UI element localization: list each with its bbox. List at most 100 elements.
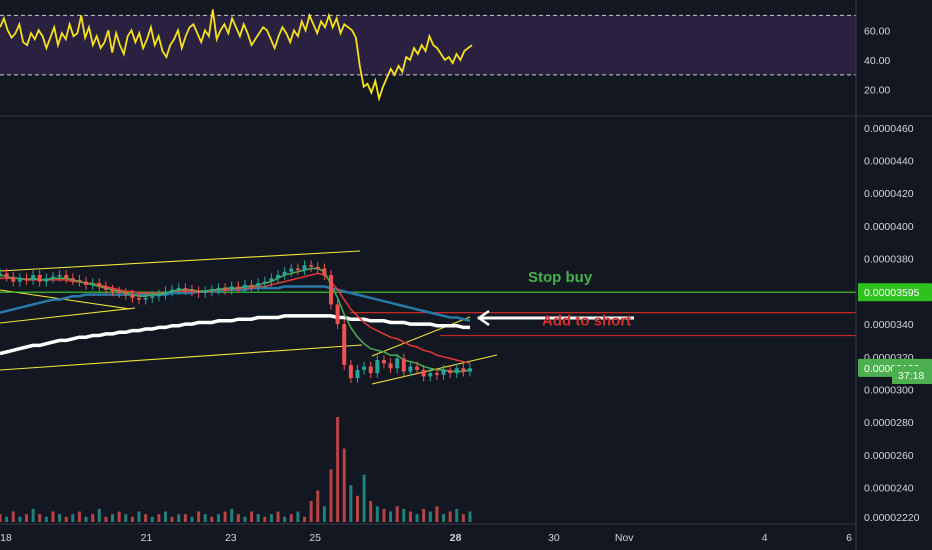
candle-body (401, 358, 406, 372)
candle-body (31, 275, 36, 280)
volume-bar (183, 514, 187, 522)
add-to-short-label[interactable]: Add to short (542, 313, 631, 330)
candle-body (295, 268, 300, 271)
volume-bar (322, 506, 326, 522)
volume-bar (435, 506, 439, 522)
stop-price-tag-bg (858, 283, 932, 302)
trendlines[interactable] (0, 250, 498, 385)
candle-body (176, 288, 181, 290)
candle-body (117, 291, 122, 294)
candle-body (11, 276, 16, 282)
volume-bar (11, 511, 15, 522)
volume-bar (303, 516, 307, 522)
candle-body (428, 373, 433, 377)
price-tick-label: 0.0000240 (864, 483, 914, 495)
candle-body (137, 297, 142, 300)
price-tick-label: 0.0000280 (864, 417, 914, 429)
candle-body (335, 304, 340, 325)
candle-body (150, 296, 155, 298)
candle-body (408, 366, 413, 372)
candle-body (37, 275, 42, 282)
candle-body (170, 289, 175, 292)
volume-bar (71, 514, 75, 522)
trendline (0, 289, 131, 310)
volume-bars (0, 417, 472, 522)
price-tick-label: 0.0000260 (864, 450, 914, 462)
volume-bar (177, 514, 181, 522)
time-tick-label: 4 (762, 532, 768, 544)
volume-bar (342, 448, 346, 522)
volume-bar (442, 514, 446, 522)
candle-body (4, 273, 9, 277)
candle-body (64, 275, 69, 279)
volume-bar (395, 506, 399, 522)
volume-bar (64, 516, 68, 522)
volume-bar (44, 516, 48, 522)
candle-body (282, 271, 287, 276)
trendline (0, 250, 361, 272)
volume-bar (111, 514, 115, 522)
volume-bar (230, 508, 234, 522)
candle-body (189, 289, 194, 292)
volume-bar (104, 516, 108, 522)
candle-body (17, 278, 22, 282)
candle-body (70, 278, 75, 280)
time-tick-label: 28 (450, 532, 462, 544)
volume-bar (124, 514, 128, 522)
candle-body (302, 265, 307, 271)
time-tick-label: 23 (225, 532, 237, 544)
volume-bar (402, 508, 406, 522)
volume-bar (236, 514, 240, 522)
price-tick-label: 0.0000300 (864, 385, 914, 397)
candle-body (110, 289, 115, 292)
price-tick-label: 0.0000420 (864, 188, 914, 200)
volume-bar (316, 490, 320, 522)
volume-bar (336, 417, 340, 522)
volume-bar (362, 474, 366, 522)
volume-bar (31, 508, 35, 522)
oscillator-tick-label: 60.00 (864, 25, 890, 37)
candle-body (249, 284, 254, 287)
arrow-annotation[interactable] (476, 309, 634, 327)
candle-body (216, 288, 221, 290)
volume-bar (24, 514, 28, 522)
ema-white-line (0, 314, 470, 356)
volume-bar (130, 516, 134, 522)
volume-bar (51, 511, 55, 522)
candle-body (57, 275, 62, 277)
candle-body (242, 284, 247, 289)
time-axis[interactable]: 18 21 23 25 28 30 Nov 4 6 (0, 532, 852, 544)
volume-bar (84, 516, 88, 522)
volume-bar (408, 511, 412, 522)
volume-bar (197, 511, 201, 522)
candle-body (388, 363, 393, 369)
volume-bar (455, 508, 459, 522)
candle-body (269, 278, 274, 282)
stop-buy-label[interactable]: Stop buy (528, 269, 593, 286)
volume-bar (170, 516, 174, 522)
oscillator-y-axis: 20.00 40.00 60.00 (864, 25, 890, 96)
price-tick-label: 0.00002220 (864, 512, 920, 524)
volume-bar (157, 514, 161, 522)
candle-body (256, 283, 261, 287)
volume-bar (210, 516, 214, 522)
price-tick-label: 0.0000400 (864, 221, 914, 233)
candles (0, 260, 472, 383)
time-tick-label: Nov (615, 532, 634, 544)
volume-bar (263, 516, 267, 522)
volume-bar (289, 514, 293, 522)
volume-bar (216, 514, 220, 522)
candle-body (236, 286, 241, 289)
ema-blue-line (0, 285, 471, 323)
oscillator-pane[interactable]: 20.00 40.00 60.00 (0, 9, 890, 103)
volume-bar (97, 508, 101, 522)
candle-body (143, 297, 148, 300)
candle-body (229, 286, 234, 290)
price-tick-label: 0.0000340 (864, 319, 914, 331)
candle-body (130, 294, 135, 298)
candle-body (156, 294, 161, 297)
price-pane[interactable]: Stop buy Add to short 0.00002220 0.000024… (0, 123, 932, 524)
volume-bar (5, 516, 9, 522)
